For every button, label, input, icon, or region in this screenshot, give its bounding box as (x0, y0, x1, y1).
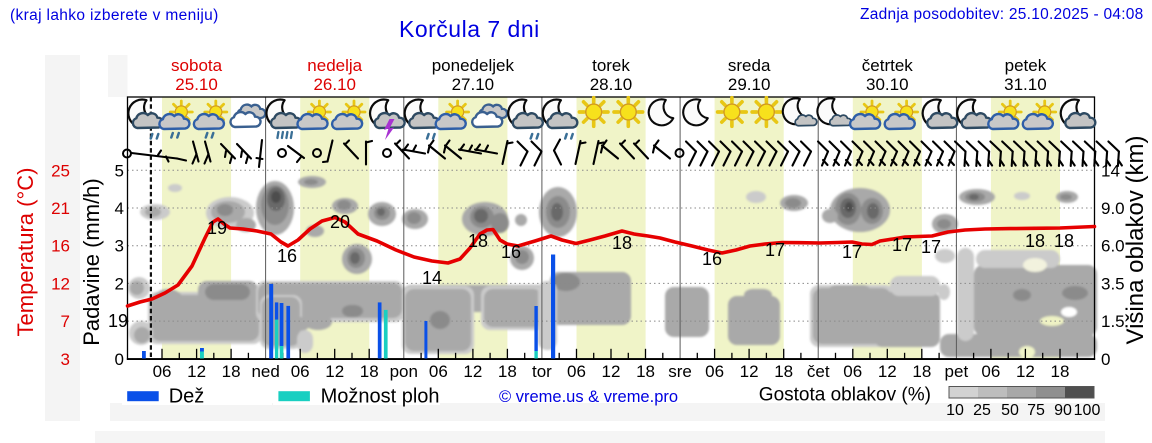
svg-text:100: 100 (1074, 402, 1101, 419)
svg-text:75: 75 (1027, 402, 1045, 419)
svg-text:Temperatura (°C): Temperatura (°C) (13, 168, 38, 337)
svg-text:torek: torek (592, 56, 630, 75)
svg-text:0: 0 (115, 350, 124, 369)
svg-text:© vreme.us & vreme.pro: © vreme.us & vreme.pro (499, 388, 678, 406)
svg-text:sobota: sobota (171, 56, 223, 75)
svg-text:12: 12 (602, 362, 621, 381)
svg-text:18: 18 (360, 362, 379, 381)
svg-text:29.10: 29.10 (728, 75, 771, 94)
svg-text:21: 21 (51, 199, 70, 218)
svg-text:18: 18 (1025, 231, 1045, 251)
svg-text:18: 18 (636, 362, 655, 381)
svg-text:9.0: 9.0 (1101, 199, 1125, 218)
svg-text:Gostota oblakov (%): Gostota oblakov (%) (759, 385, 931, 406)
svg-text:12: 12 (51, 274, 70, 293)
svg-text:petek: petek (1005, 56, 1047, 75)
svg-text:ned: ned (251, 362, 279, 381)
svg-text:3.5: 3.5 (1101, 274, 1125, 293)
svg-text:12: 12 (187, 362, 206, 381)
svg-text:28.10: 28.10 (590, 75, 633, 94)
svg-text:5: 5 (115, 161, 124, 180)
svg-text:12: 12 (878, 362, 897, 381)
svg-text:nedelja: nedelja (307, 56, 362, 75)
svg-text:1.5: 1.5 (1101, 312, 1125, 331)
svg-text:(kraj lahko izberete v meniju): (kraj lahko izberete v meniju) (10, 7, 219, 24)
svg-text:pon: pon (390, 362, 418, 381)
svg-text:18: 18 (1051, 362, 1070, 381)
svg-text:17: 17 (765, 240, 785, 260)
svg-text:14: 14 (422, 268, 442, 288)
svg-text:17: 17 (892, 235, 912, 255)
svg-text:2: 2 (115, 274, 124, 293)
svg-text:18: 18 (222, 362, 241, 381)
svg-text:26.10: 26.10 (313, 75, 356, 94)
svg-text:19: 19 (108, 311, 128, 331)
svg-text:18: 18 (612, 233, 632, 253)
svg-text:3: 3 (115, 237, 124, 256)
svg-text:31.10: 31.10 (1004, 75, 1047, 94)
svg-text:06: 06 (291, 362, 310, 381)
svg-text:7: 7 (61, 312, 70, 331)
svg-text:Korčula 7 dni: Korčula 7 dni (399, 16, 540, 42)
svg-text:12: 12 (463, 362, 482, 381)
svg-text:27.10: 27.10 (452, 75, 495, 94)
svg-text:16: 16 (702, 249, 722, 269)
svg-text:ponedeljek: ponedeljek (432, 56, 515, 75)
svg-text:16: 16 (51, 237, 70, 256)
svg-text:Padavine (mm/h): Padavine (mm/h) (79, 178, 104, 346)
svg-text:25.10: 25.10 (175, 75, 218, 94)
svg-text:17: 17 (921, 237, 941, 257)
svg-text:Možnost ploh: Možnost ploh (321, 386, 440, 408)
svg-text:25: 25 (51, 161, 70, 180)
svg-text:sreda: sreda (728, 56, 771, 75)
svg-text:četrtek: četrtek (862, 56, 914, 75)
svg-text:4: 4 (115, 199, 124, 218)
svg-text:18: 18 (468, 231, 488, 251)
svg-text:pet: pet (945, 362, 969, 381)
svg-text:25: 25 (973, 402, 991, 419)
svg-text:18: 18 (774, 362, 793, 381)
svg-text:06: 06 (705, 362, 724, 381)
svg-text:16: 16 (501, 242, 521, 262)
svg-text:tor: tor (532, 362, 552, 381)
svg-text:0: 0 (1101, 350, 1110, 369)
svg-text:30.10: 30.10 (866, 75, 909, 94)
svg-text:18: 18 (912, 362, 931, 381)
svg-text:06: 06 (429, 362, 448, 381)
svg-text:Višina oblakov (km): Višina oblakov (km) (1122, 136, 1149, 345)
svg-text:14: 14 (1101, 161, 1120, 180)
svg-text:sre: sre (668, 362, 692, 381)
svg-text:12: 12 (740, 362, 759, 381)
svg-text:18: 18 (498, 362, 517, 381)
svg-text:12: 12 (1016, 362, 1035, 381)
svg-text:12: 12 (325, 362, 344, 381)
svg-text:čet: čet (807, 362, 830, 381)
svg-text:6.0: 6.0 (1101, 237, 1125, 256)
svg-text:06: 06 (981, 362, 1000, 381)
svg-text:10: 10 (946, 402, 964, 419)
svg-text:20: 20 (330, 212, 350, 232)
svg-text:17: 17 (842, 242, 862, 262)
svg-text:16: 16 (277, 246, 297, 266)
svg-text:Zadnja posodobitev: 25.10.2025: Zadnja posodobitev: 25.10.2025 - 04:08 (860, 6, 1144, 23)
svg-text:19: 19 (207, 218, 227, 238)
svg-text:06: 06 (843, 362, 862, 381)
svg-text:3: 3 (61, 350, 70, 369)
svg-text:06: 06 (567, 362, 586, 381)
svg-text:90: 90 (1054, 402, 1072, 419)
svg-text:50: 50 (1001, 402, 1019, 419)
svg-text:18: 18 (1054, 231, 1074, 251)
svg-text:06: 06 (153, 362, 172, 381)
svg-text:Dež: Dež (169, 386, 205, 408)
